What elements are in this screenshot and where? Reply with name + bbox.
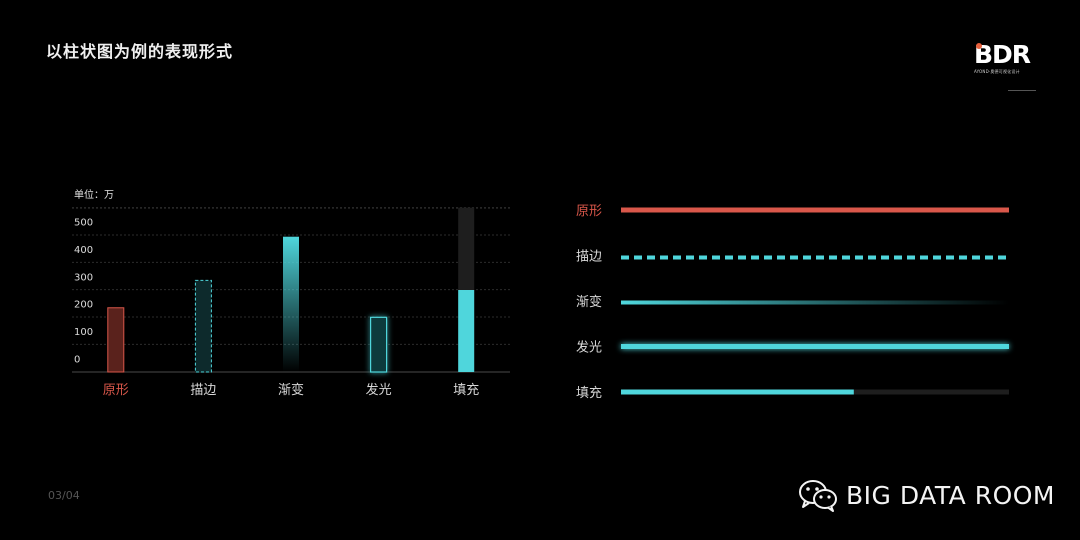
x-tick-label: 发光 <box>366 382 392 398</box>
x-tick-label: 渐变 <box>278 382 304 398</box>
bar <box>621 207 1009 213</box>
row-label: 描边 <box>576 250 602 265</box>
logo-subtext: AYOND·奥德可视化设计 <box>974 69 1020 74</box>
watermark: BIG DATA ROOM <box>798 478 1055 512</box>
y-tick-label: 0 <box>74 354 80 365</box>
watermark-text: BIG DATA ROOM <box>846 480 1055 510</box>
x-tick-label: 填充 <box>453 382 479 398</box>
bdr-logo: BDR AYOND·奥德可视化设计 <box>974 40 1038 94</box>
page-title: 以柱状图为例的表现形式 <box>46 42 234 61</box>
bar <box>621 344 1009 349</box>
x-tick-label: 原形 <box>103 383 129 398</box>
unit-label: 单位：万 <box>74 190 114 201</box>
y-tick-label: 300 <box>74 272 93 283</box>
row-label: 填充 <box>576 385 602 401</box>
bar <box>458 290 475 372</box>
y-tick-label: 100 <box>74 327 93 338</box>
bar <box>107 307 125 373</box>
logo-text: BDR <box>974 40 1031 69</box>
bar <box>621 389 854 395</box>
logo-dot <box>976 43 982 49</box>
logo-divider <box>1008 90 1036 91</box>
y-tick-label: 500 <box>74 218 93 229</box>
y-tick-label: 400 <box>74 245 93 256</box>
wechat-icon <box>799 480 837 512</box>
bar <box>283 236 299 372</box>
bar <box>370 316 388 373</box>
row-label: 发光 <box>576 340 602 356</box>
bar <box>194 279 212 373</box>
page-number: 03/04 <box>48 489 80 502</box>
x-tick-label: 描边 <box>190 383 216 398</box>
y-tick-label: 200 <box>74 300 93 311</box>
row-label: 渐变 <box>576 294 602 310</box>
row-label: 原形 <box>576 204 602 219</box>
bar <box>621 300 1009 305</box>
